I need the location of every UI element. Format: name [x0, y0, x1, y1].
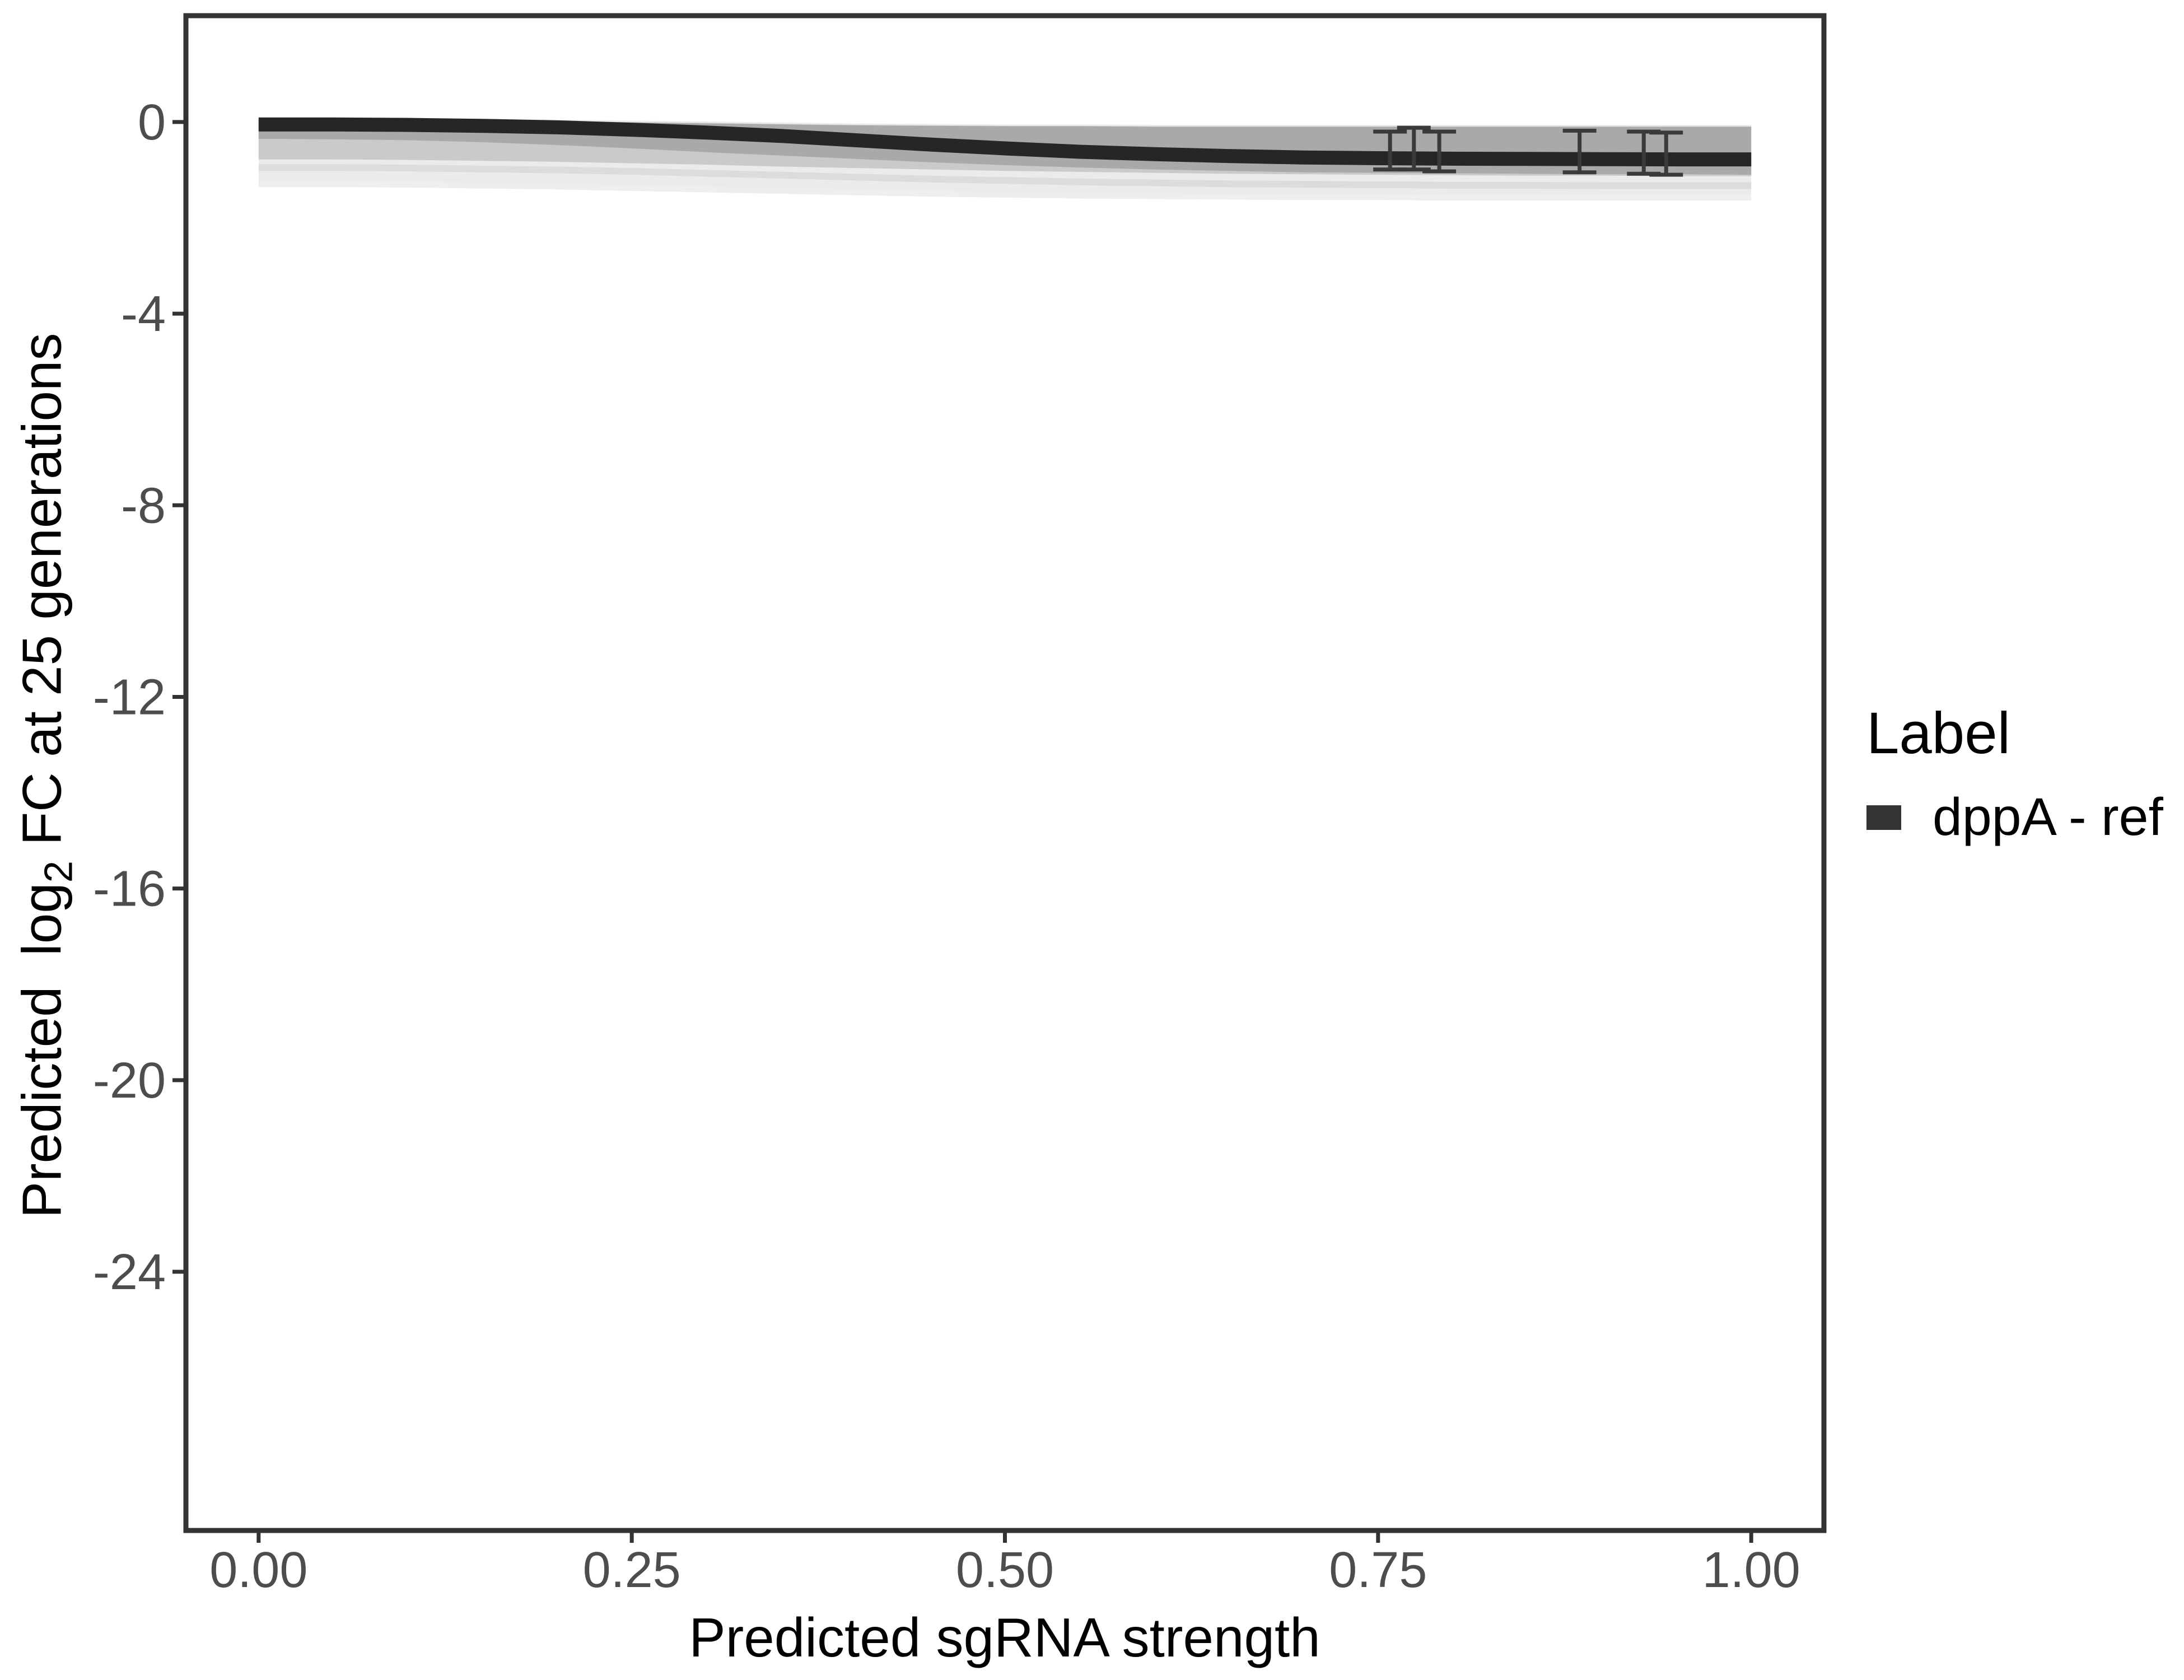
- error-bar: [1422, 129, 1457, 174]
- panel-border: [183, 13, 1827, 1533]
- draw-line-1: [258, 181, 1752, 201]
- draw-line-0: [258, 164, 1752, 189]
- x-tick-label: 1.00: [1702, 1542, 1800, 1598]
- y-tick-label: -8: [121, 478, 166, 534]
- y-tick-label: 0: [138, 95, 166, 151]
- x-tick-label: 0.75: [1329, 1542, 1427, 1598]
- y-axis-title-post: FC at 25 generations: [11, 333, 73, 861]
- x-tick-label: 0.00: [209, 1542, 307, 1598]
- fitted-line: [258, 117, 1752, 167]
- y-tick-label: -12: [93, 669, 166, 725]
- x-tick-label: 0.25: [583, 1542, 681, 1598]
- y-axis-title-pre: Predicted log: [11, 883, 73, 1219]
- y-tick-label: -16: [93, 861, 166, 917]
- legend: Label dppA - ref: [1866, 701, 2180, 847]
- y-tick-label: -24: [93, 1244, 166, 1300]
- y-axis-title: Predicted log2 FC at 25 generations: [11, 18, 81, 1533]
- error-bar: [1649, 130, 1683, 177]
- legend-swatch-dppa-ref: [1866, 805, 1901, 830]
- legend-entry: dppA - ref: [1866, 787, 2180, 847]
- legend-title: Label: [1866, 701, 2010, 766]
- legend-entry-label: dppA - ref: [1933, 787, 2163, 847]
- y-tick-label: -4: [121, 286, 166, 342]
- x-tick-label: 0.50: [956, 1542, 1054, 1598]
- error-bar: [1562, 128, 1597, 175]
- y-tick-label: -20: [93, 1053, 166, 1109]
- x-axis-title-text: Predicted sgRNA strength: [689, 1607, 1320, 1668]
- x-axis-title: Predicted sgRNA strength: [669, 1606, 1341, 1669]
- y-axis-title-subscript: 2: [36, 860, 81, 883]
